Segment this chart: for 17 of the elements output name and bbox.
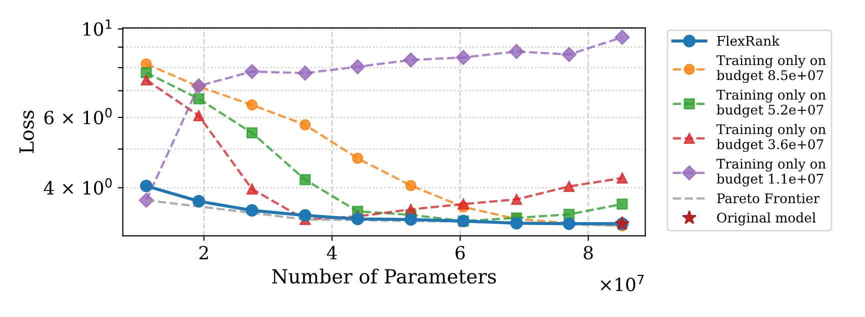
x-axis-title: Number of Parameters — [272, 268, 496, 284]
legend-label: Training only on budget 5.2e+07 — [716, 89, 826, 118]
legend-label: FlexRank — [717, 36, 780, 46]
legend-label: Pareto Frontier — [717, 193, 820, 204]
x-tick-label: 2 — [199, 246, 208, 260]
y-tick-label: 10$^{1}$ — [84, 20, 112, 36]
legend-label: Training only on budget 3.6e+07 — [716, 124, 826, 152]
y-tick-label: 6 × 10$^{0}$ — [44, 108, 112, 124]
x-tick-label: 8 — [584, 246, 593, 260]
y-tick-label: 4 × 10$^{0}$ — [44, 178, 112, 195]
y-axis-title: Loss — [19, 110, 34, 154]
legend-label: Original model — [717, 212, 816, 226]
legend-label: Training only on budget 1.1e+07 — [716, 158, 826, 186]
legend-label: Training only on budget 8.5e+07 — [716, 54, 826, 83]
text: ×10$^{7}$ — [600, 274, 644, 292]
x-tick-label: 6 — [456, 246, 465, 260]
x-tick-label: 4 — [326, 246, 337, 260]
